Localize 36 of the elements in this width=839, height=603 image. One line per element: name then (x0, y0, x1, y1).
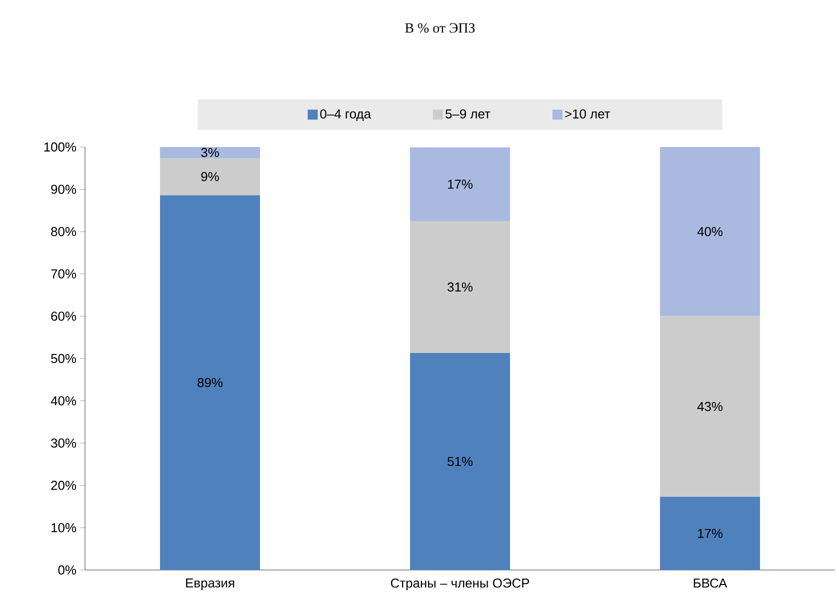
bar (160, 158, 260, 196)
bar (660, 146, 760, 316)
data-label: 9% (201, 172, 219, 182)
data-label: 3% (201, 148, 219, 158)
chart-title: В % от ЭПЗ (405, 23, 475, 33)
y-tick-label: 100% (44, 142, 76, 152)
y-tick-label: 40% (50, 396, 76, 406)
bar (410, 147, 510, 222)
bar (160, 146, 260, 158)
bar (660, 496, 760, 570)
y-tick-label: 30% (51, 438, 76, 448)
y-tick-label: 90% (51, 184, 76, 194)
bar (410, 221, 510, 353)
data-label: 40% (697, 226, 723, 236)
y-tick-label: 10% (52, 523, 76, 532)
data-label: 31% (448, 282, 473, 292)
data-label: 51% (448, 456, 473, 466)
bar (160, 195, 260, 570)
bar (410, 352, 510, 570)
data-label: 43% (697, 402, 723, 412)
y-tick-label: 0% (58, 565, 76, 575)
legend-label: >10 лет (565, 109, 610, 119)
x-tick-label: Евразия (186, 578, 234, 590)
x-tick-label: БВСА (694, 578, 728, 588)
y-tick-label: 80% (51, 226, 76, 236)
data-label: 17% (448, 180, 473, 189)
x-tick-label: Страны – члены ОЭСР (390, 578, 530, 590)
data-label: 17% (698, 528, 723, 538)
data-label: 89% (198, 378, 223, 388)
y-tick-label: 20% (51, 480, 76, 490)
y-tick-label: 70% (51, 269, 76, 278)
legend-label: 0–4 года (320, 109, 372, 121)
bar (660, 316, 760, 497)
y-tick-label: 50% (51, 354, 76, 364)
legend-label: 5–9 лет (446, 109, 490, 119)
y-tick-label: 60% (51, 312, 76, 321)
